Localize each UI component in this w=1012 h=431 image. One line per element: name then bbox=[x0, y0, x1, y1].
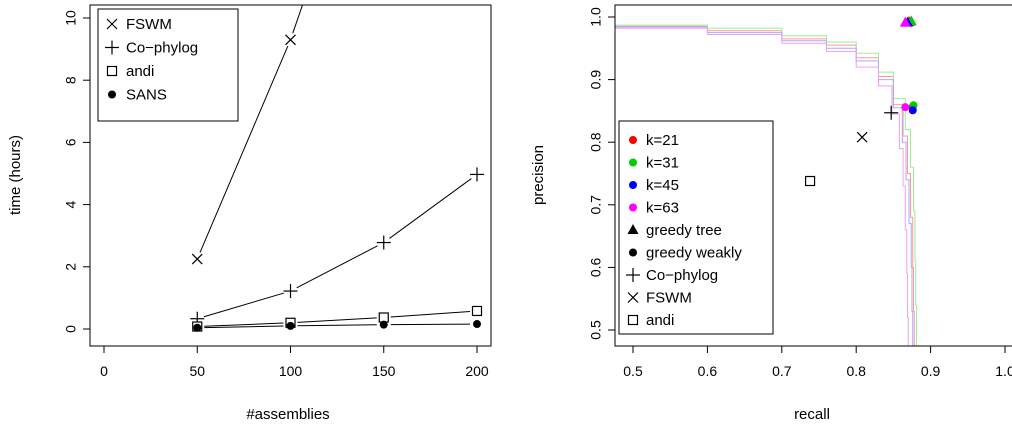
series-segment bbox=[390, 310, 471, 318]
legend-label: k=21 bbox=[646, 132, 679, 149]
legend-marker bbox=[627, 292, 639, 303]
legend-label: greedy weakly bbox=[646, 245, 742, 262]
x-tick-label: 100 bbox=[279, 363, 303, 379]
pr-curve bbox=[615, 27, 909, 346]
series-segment bbox=[389, 178, 472, 239]
x-axis: 0.5 0.6 0.7 0.8 0.9 1.0 bbox=[623, 346, 1012, 379]
x-tick-label: 0.7 bbox=[772, 363, 792, 379]
series-dot bbox=[193, 320, 481, 332]
legend-marker bbox=[627, 224, 639, 234]
series-segment bbox=[296, 245, 378, 289]
data-point bbox=[193, 323, 202, 332]
x-axis: 0 50 100 150 200 bbox=[100, 346, 489, 379]
series-segment bbox=[203, 292, 284, 318]
legend-marker bbox=[629, 158, 637, 167]
y-tick-label: 0.8 bbox=[588, 132, 604, 152]
legend-box bbox=[618, 120, 774, 335]
x-tick-label: 0.6 bbox=[698, 363, 718, 379]
legend-marker bbox=[106, 65, 118, 77]
x-tick-label: 0.5 bbox=[623, 363, 643, 379]
y-axis: 0 2 4 6 8 10 bbox=[63, 10, 90, 333]
y-tick-label: 1.0 bbox=[588, 7, 604, 27]
x-axis-label: #assemblies bbox=[246, 406, 329, 423]
data-point bbox=[804, 175, 816, 187]
points-layer bbox=[804, 15, 918, 187]
legend-label: greedy tree bbox=[646, 222, 722, 239]
y-axis: 0.5 0.6 0.7 0.8 0.9 1.0 bbox=[588, 7, 615, 340]
data-point bbox=[191, 253, 203, 265]
data-point bbox=[378, 312, 389, 323]
x-tick-label: 50 bbox=[189, 363, 205, 379]
legend-label: FSWM bbox=[126, 16, 172, 33]
y-tick-label: 0.7 bbox=[588, 195, 604, 215]
x-tick-label: 0 bbox=[100, 363, 108, 379]
series-segment bbox=[297, 317, 377, 323]
pr-curves bbox=[615, 24, 917, 346]
legend-marker bbox=[629, 136, 637, 144]
data-point bbox=[470, 167, 484, 182]
x-tick-label: 0.8 bbox=[846, 363, 866, 379]
data-point bbox=[286, 321, 295, 330]
legend-label: andi bbox=[646, 312, 674, 329]
legend-label: k=45 bbox=[646, 177, 679, 194]
legend-marker bbox=[629, 203, 637, 212]
data-point bbox=[471, 305, 483, 317]
plot-frame bbox=[614, 4, 1012, 347]
legend-marker bbox=[626, 268, 640, 282]
precision-recall-chart: 0.5 0.6 0.7 0.8 0.9 1.0 0.5 0.6 0.7 0.8 0.9 1.0 k=… bbox=[530, 4, 1012, 423]
series-plus bbox=[190, 167, 484, 326]
data-point bbox=[285, 34, 296, 46]
legend-marker bbox=[629, 248, 637, 257]
data-point bbox=[856, 131, 868, 143]
y-tick-label: 0 bbox=[63, 325, 79, 333]
time-chart: 0 2 4 6 8 10 0 50 100 150 200 FSWM Co−phylog andi SA… bbox=[7, 4, 492, 423]
y-tick-label: 0.5 bbox=[588, 320, 604, 340]
legend: k=21 k=31 k=45 k=63 greedy tree greedy weakly… bbox=[618, 120, 774, 335]
data-point bbox=[901, 103, 910, 112]
series-layer bbox=[190, 5, 484, 332]
data-point bbox=[884, 105, 899, 120]
y-tick-label: 4 bbox=[63, 200, 79, 208]
data-point bbox=[899, 16, 911, 27]
series-segment bbox=[390, 323, 471, 326]
data-point bbox=[908, 106, 917, 115]
x-tick-label: 0.9 bbox=[921, 363, 941, 379]
legend-marker bbox=[106, 18, 118, 30]
series-segment bbox=[204, 322, 284, 327]
x-axis-label: recall bbox=[794, 406, 830, 423]
legend-marker bbox=[108, 90, 116, 99]
legend-label: Co−phylog bbox=[646, 267, 718, 284]
data-point bbox=[473, 320, 481, 329]
legend-marker bbox=[629, 181, 637, 189]
x-tick-label: 1.0 bbox=[995, 363, 1012, 379]
y-axis-label: time (hours) bbox=[7, 135, 24, 215]
series-x bbox=[191, 5, 304, 265]
legend-label: andi bbox=[126, 63, 154, 80]
series-segment bbox=[297, 324, 377, 327]
y-tick-label: 6 bbox=[63, 138, 79, 146]
legend: FSWM Co−phylog andi SANS bbox=[97, 8, 239, 122]
legend-label: FSWM bbox=[646, 290, 692, 307]
legend-marker bbox=[105, 40, 119, 55]
data-point bbox=[376, 235, 391, 250]
legend-box bbox=[97, 8, 239, 122]
data-point bbox=[283, 284, 298, 299]
y-tick-label: 0.9 bbox=[588, 70, 604, 90]
y-tick-label: 2 bbox=[63, 263, 79, 271]
legend-label: Co−phylog bbox=[126, 40, 198, 57]
x-tick-label: 150 bbox=[372, 363, 396, 379]
y-tick-label: 8 bbox=[63, 76, 79, 84]
y-axis-label: precision bbox=[530, 145, 547, 205]
y-tick-label: 0.6 bbox=[588, 257, 604, 277]
legend-label: SANS bbox=[126, 87, 167, 104]
legend-marker bbox=[627, 314, 639, 326]
x-tick-label: 200 bbox=[465, 363, 489, 379]
series-segment bbox=[199, 46, 289, 253]
legend-label: k=31 bbox=[646, 155, 679, 172]
data-point bbox=[379, 320, 388, 329]
y-tick-label: 10 bbox=[63, 10, 79, 26]
series-segment bbox=[204, 325, 284, 329]
legend-label: k=63 bbox=[646, 200, 679, 217]
